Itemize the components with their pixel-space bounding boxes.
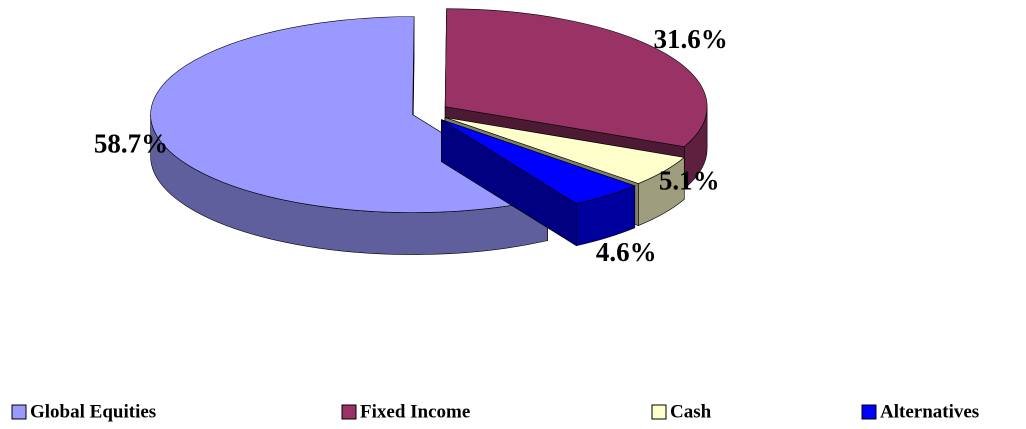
slice	[441, 119, 636, 247]
legend-swatch	[651, 404, 667, 420]
legend-swatch	[861, 404, 877, 420]
legend-label: Global Equities	[30, 401, 156, 422]
slice-top	[444, 117, 685, 184]
data-label: 31.6%	[653, 24, 727, 54]
legend-swatch	[11, 404, 27, 420]
slice-top	[441, 119, 636, 204]
legend-label: Cash	[670, 401, 712, 422]
data-label: 4.6%	[596, 237, 657, 267]
slice-top	[444, 8, 708, 147]
legend-label: Alternatives	[880, 401, 979, 422]
data-label: 58.7%	[94, 129, 168, 159]
data-label: 5.1%	[659, 166, 720, 196]
legend-label: Fixed Income	[360, 401, 470, 422]
legend-swatch	[341, 404, 357, 420]
